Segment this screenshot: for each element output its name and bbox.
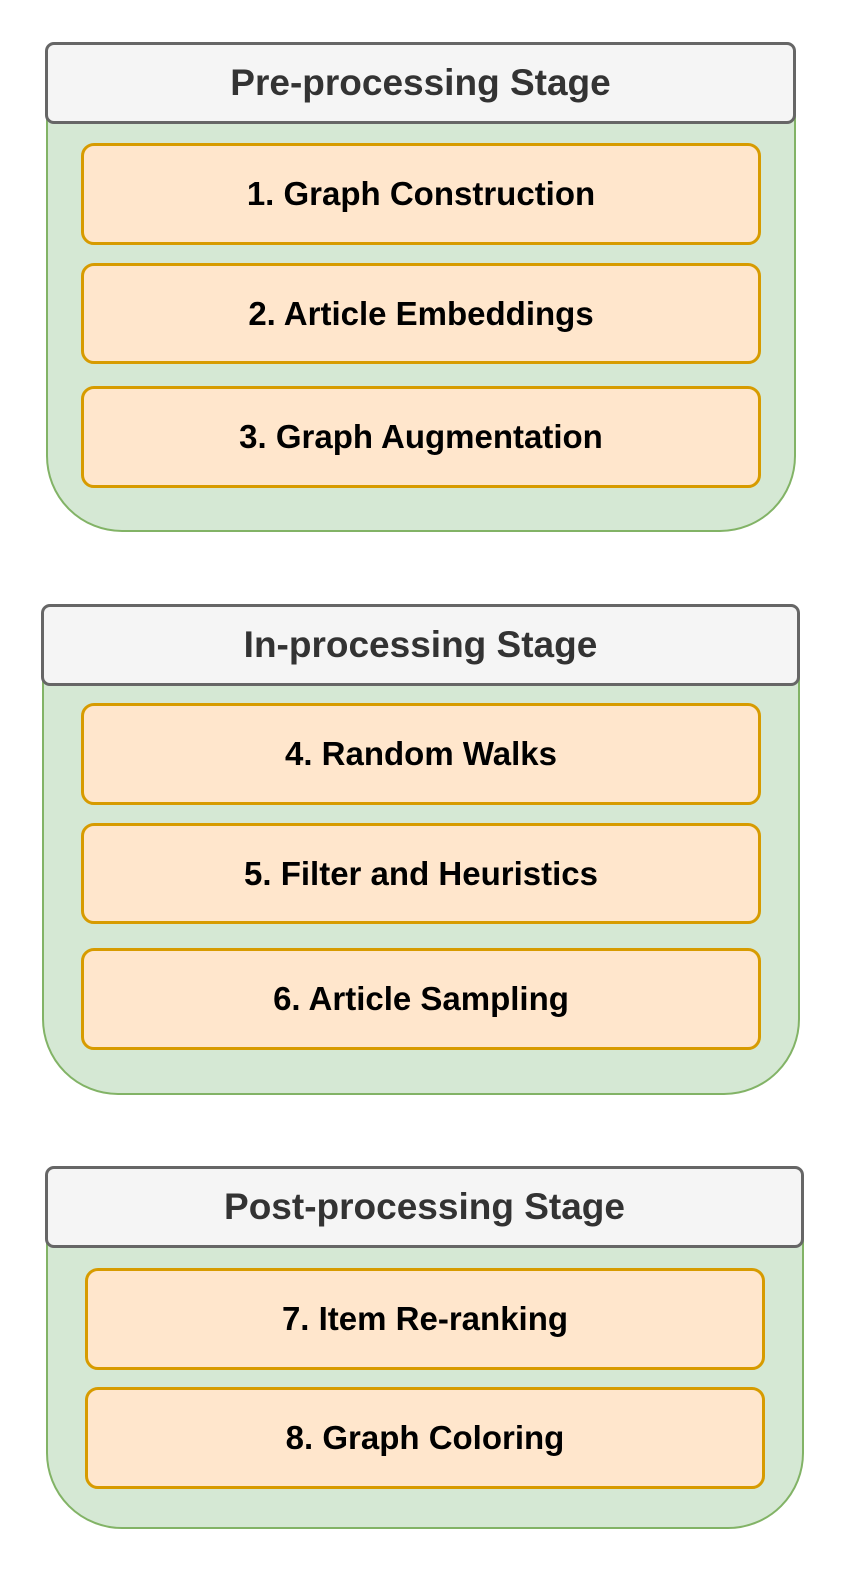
- step-graph-construction: 1. Graph Construction: [81, 143, 761, 245]
- step-filter-and-heuristics: 5. Filter and Heuristics: [81, 823, 761, 924]
- step-article-embeddings: 2. Article Embeddings: [81, 263, 761, 364]
- stage-title-pre-processing: Pre-processing Stage: [45, 42, 796, 124]
- step-graph-augmentation: 3. Graph Augmentation: [81, 386, 761, 488]
- step-item-re-ranking: 7. Item Re-ranking: [85, 1268, 765, 1370]
- stage-title-in-processing: In-processing Stage: [41, 604, 800, 686]
- step-graph-coloring: 8. Graph Coloring: [85, 1387, 765, 1489]
- stage-title-post-processing: Post-processing Stage: [45, 1166, 804, 1248]
- step-article-sampling: 6. Article Sampling: [81, 948, 761, 1050]
- step-random-walks: 4. Random Walks: [81, 703, 761, 805]
